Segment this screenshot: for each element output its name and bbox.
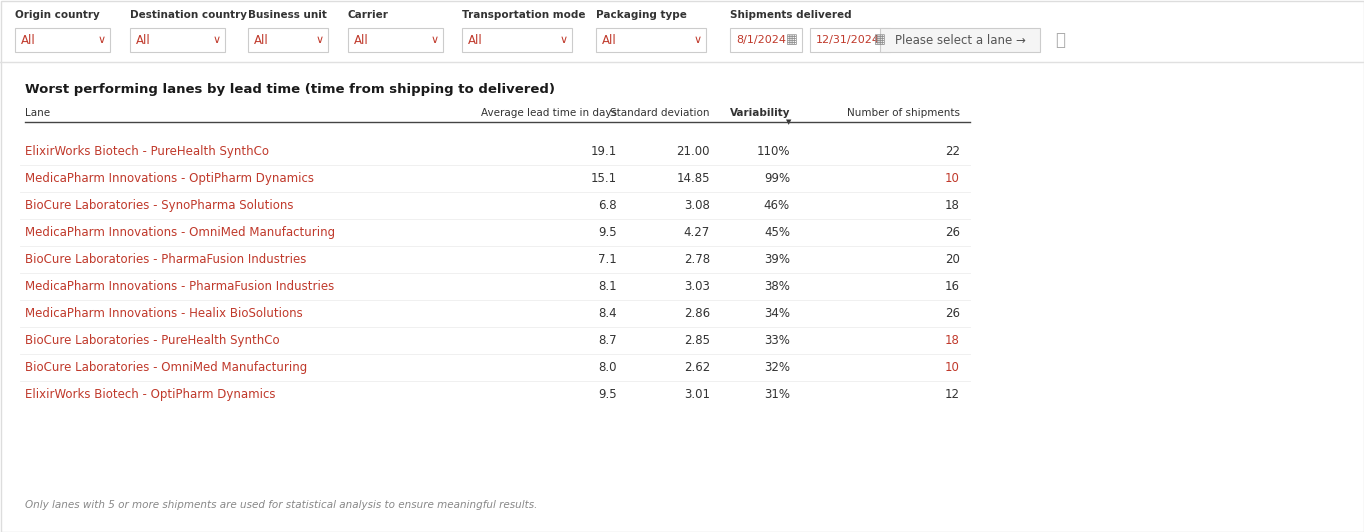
FancyBboxPatch shape — [0, 0, 1364, 62]
Text: MedicaPharm Innovations - OmniMed Manufacturing: MedicaPharm Innovations - OmniMed Manufa… — [25, 226, 336, 239]
Text: MedicaPharm Innovations - Healix BioSolutions: MedicaPharm Innovations - Healix BioSolu… — [25, 307, 303, 320]
Text: 32%: 32% — [764, 361, 790, 374]
Text: All: All — [254, 34, 269, 46]
Text: ∨: ∨ — [694, 35, 702, 45]
Text: 18: 18 — [945, 199, 960, 212]
Text: ▦: ▦ — [786, 34, 798, 46]
Text: 18: 18 — [945, 334, 960, 347]
Text: Only lanes with 5 or more shipments are used for statistical analysis to ensure : Only lanes with 5 or more shipments are … — [25, 500, 537, 510]
Text: 110%: 110% — [757, 145, 790, 158]
Text: Business unit: Business unit — [248, 10, 327, 20]
Text: MedicaPharm Innovations - OptiPharm Dynamics: MedicaPharm Innovations - OptiPharm Dyna… — [25, 172, 314, 185]
Text: Average lead time in days: Average lead time in days — [481, 108, 617, 118]
Text: ElixirWorks Biotech - PureHealth SynthCo: ElixirWorks Biotech - PureHealth SynthCo — [25, 145, 269, 158]
Text: 21.00: 21.00 — [677, 145, 711, 158]
Text: BioCure Laboratories - PureHealth SynthCo: BioCure Laboratories - PureHealth SynthC… — [25, 334, 280, 347]
Text: 20: 20 — [945, 253, 960, 266]
FancyBboxPatch shape — [248, 28, 327, 52]
Text: 31%: 31% — [764, 388, 790, 401]
Text: 39%: 39% — [764, 253, 790, 266]
Text: 6.8: 6.8 — [599, 199, 617, 212]
Text: Standard deviation: Standard deviation — [611, 108, 711, 118]
Text: Please select a lane →: Please select a lane → — [895, 34, 1026, 46]
Text: 26: 26 — [945, 226, 960, 239]
Text: 34%: 34% — [764, 307, 790, 320]
Text: 2.78: 2.78 — [683, 253, 711, 266]
Text: ∨: ∨ — [316, 35, 325, 45]
Text: 2.85: 2.85 — [683, 334, 711, 347]
Text: 14.85: 14.85 — [677, 172, 711, 185]
Text: All: All — [136, 34, 151, 46]
Text: All: All — [20, 34, 35, 46]
FancyBboxPatch shape — [462, 28, 572, 52]
Text: All: All — [355, 34, 368, 46]
Text: BioCure Laboratories - PharmaFusion Industries: BioCure Laboratories - PharmaFusion Indu… — [25, 253, 307, 266]
Text: BioCure Laboratories - OmniMed Manufacturing: BioCure Laboratories - OmniMed Manufactu… — [25, 361, 307, 374]
FancyBboxPatch shape — [810, 28, 889, 52]
Text: 2.86: 2.86 — [683, 307, 711, 320]
Text: 12: 12 — [945, 388, 960, 401]
Text: 19.1: 19.1 — [591, 145, 617, 158]
Text: ⓘ: ⓘ — [1054, 31, 1065, 49]
Text: ▦: ▦ — [874, 34, 885, 46]
Text: 15.1: 15.1 — [591, 172, 617, 185]
Text: 9.5: 9.5 — [599, 226, 617, 239]
Text: 38%: 38% — [764, 280, 790, 293]
FancyBboxPatch shape — [15, 28, 110, 52]
FancyBboxPatch shape — [348, 28, 443, 52]
Text: 12/31/2024: 12/31/2024 — [816, 35, 880, 45]
Text: ElixirWorks Biotech - OptiPharm Dynamics: ElixirWorks Biotech - OptiPharm Dynamics — [25, 388, 276, 401]
Text: MedicaPharm Innovations - PharmaFusion Industries: MedicaPharm Innovations - PharmaFusion I… — [25, 280, 334, 293]
Text: 33%: 33% — [764, 334, 790, 347]
Text: 8.1: 8.1 — [599, 280, 617, 293]
Text: Carrier: Carrier — [348, 10, 389, 20]
Text: 8.4: 8.4 — [599, 307, 617, 320]
Text: 99%: 99% — [764, 172, 790, 185]
Text: ∨: ∨ — [431, 35, 439, 45]
Text: Variability: Variability — [730, 108, 790, 118]
Text: Origin country: Origin country — [15, 10, 100, 20]
Text: 8/1/2024: 8/1/2024 — [737, 35, 786, 45]
Text: 26: 26 — [945, 307, 960, 320]
FancyBboxPatch shape — [730, 28, 802, 52]
Text: ∨: ∨ — [98, 35, 106, 45]
Text: Number of shipments: Number of shipments — [847, 108, 960, 118]
Text: 4.27: 4.27 — [683, 226, 711, 239]
Text: 2.62: 2.62 — [683, 361, 711, 374]
Text: Destination country: Destination country — [130, 10, 247, 20]
Text: 10: 10 — [945, 172, 960, 185]
Text: 3.08: 3.08 — [685, 199, 711, 212]
Text: ∨: ∨ — [561, 35, 567, 45]
Text: Lane: Lane — [25, 108, 50, 118]
FancyBboxPatch shape — [130, 28, 225, 52]
Text: 45%: 45% — [764, 226, 790, 239]
Text: All: All — [468, 34, 483, 46]
Text: 16: 16 — [945, 280, 960, 293]
FancyBboxPatch shape — [880, 28, 1039, 52]
Text: 3.01: 3.01 — [683, 388, 711, 401]
Text: Shipments delivered: Shipments delivered — [730, 10, 851, 20]
FancyBboxPatch shape — [596, 28, 707, 52]
Text: 22: 22 — [945, 145, 960, 158]
Text: 3.03: 3.03 — [685, 280, 711, 293]
Text: BioCure Laboratories - SynoPharma Solutions: BioCure Laboratories - SynoPharma Soluti… — [25, 199, 293, 212]
Text: 7.1: 7.1 — [599, 253, 617, 266]
Text: ∨: ∨ — [213, 35, 221, 45]
Text: 8.0: 8.0 — [599, 361, 617, 374]
Text: ▼: ▼ — [786, 119, 791, 125]
Text: 9.5: 9.5 — [599, 388, 617, 401]
Text: 46%: 46% — [764, 199, 790, 212]
Text: Transportation mode: Transportation mode — [462, 10, 585, 20]
Text: Packaging type: Packaging type — [596, 10, 687, 20]
Text: 8.7: 8.7 — [599, 334, 617, 347]
Text: 10: 10 — [945, 361, 960, 374]
Text: Worst performing lanes by lead time (time from shipping to delivered): Worst performing lanes by lead time (tim… — [25, 83, 555, 96]
Text: All: All — [602, 34, 617, 46]
